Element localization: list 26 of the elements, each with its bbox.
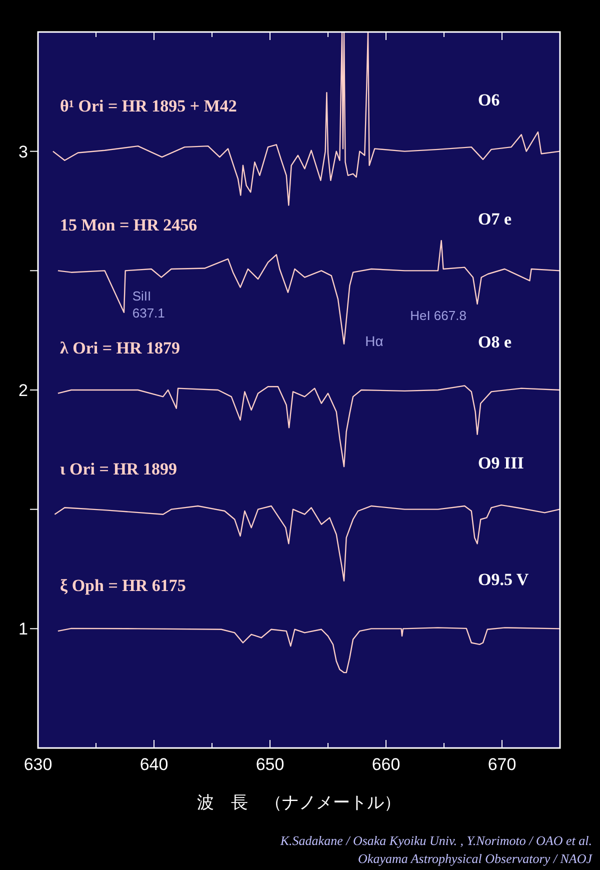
series-label: 15 Mon = HR 2456 [60,216,198,235]
x-tick-label: 630 [24,755,52,774]
text: K.Sadakane / Osaka Kyoiku Univ. , Y.Norimoto / OAO et al. [279,833,592,848]
annotation: SiII 637.1 [132,288,165,320]
annotation: HeI 667.8 [410,308,466,324]
x-tick-label: 660 [372,755,400,774]
x-tick-label: 640 [140,755,168,774]
annotation: O9 III [478,453,524,472]
y-tick-label: 1 [18,620,28,639]
x-tick-label: 650 [256,755,284,774]
annotation: Hα [365,332,384,349]
x-axis-title: 波 長 （ナノメートル） [197,793,401,812]
annotation: O9.5 V [478,570,530,590]
series-label: ι Ori = HR 1899 [60,459,177,478]
y-tick-label: 2 [18,381,28,400]
line-series [52,32,560,206]
series-label: λ Ori = HR 1879 [60,338,180,358]
text: θ¹ Ori = HR 1895 + M42 [60,96,237,116]
y-tick-label: 3 [18,142,28,162]
text: Okayama Astrophysical Observatory / NAOJ [358,851,594,866]
x-tick-label: 670 [488,755,516,774]
annotation: O7 e [478,210,512,229]
text: ξ Oph = HR 6175 [60,576,186,596]
annotation: O6 [478,90,500,110]
line-series [57,627,560,674]
annotation: O8 e [478,332,512,352]
